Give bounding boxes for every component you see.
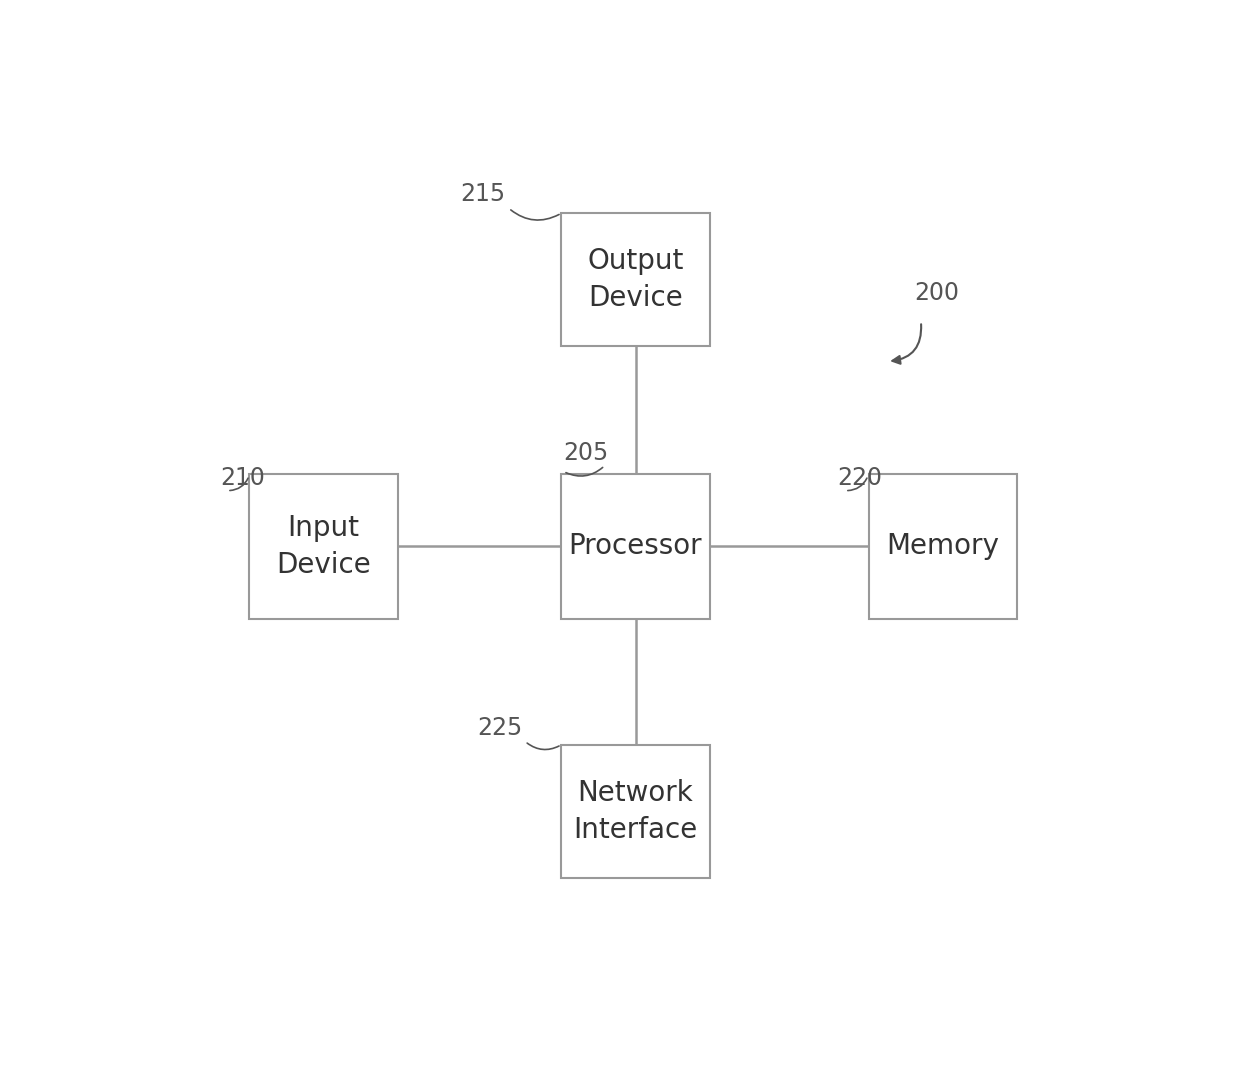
Bar (249, 474, 398, 619)
Text: 210: 210 (221, 465, 265, 490)
Text: Processor: Processor (569, 532, 702, 560)
Text: Network
Interface: Network Interface (573, 779, 698, 844)
Text: 215: 215 (460, 183, 506, 207)
Bar (560, 474, 711, 619)
Text: Output
Device: Output Device (588, 248, 683, 313)
FancyArrowPatch shape (893, 325, 921, 364)
Text: Memory: Memory (887, 532, 999, 560)
Bar (868, 474, 1018, 619)
Text: 225: 225 (477, 715, 522, 740)
Text: 205: 205 (563, 440, 609, 465)
Text: 220: 220 (837, 465, 883, 490)
Text: 200: 200 (914, 281, 960, 305)
Text: Input
Device: Input Device (275, 514, 371, 579)
Bar (560, 744, 711, 878)
Bar (560, 213, 711, 346)
